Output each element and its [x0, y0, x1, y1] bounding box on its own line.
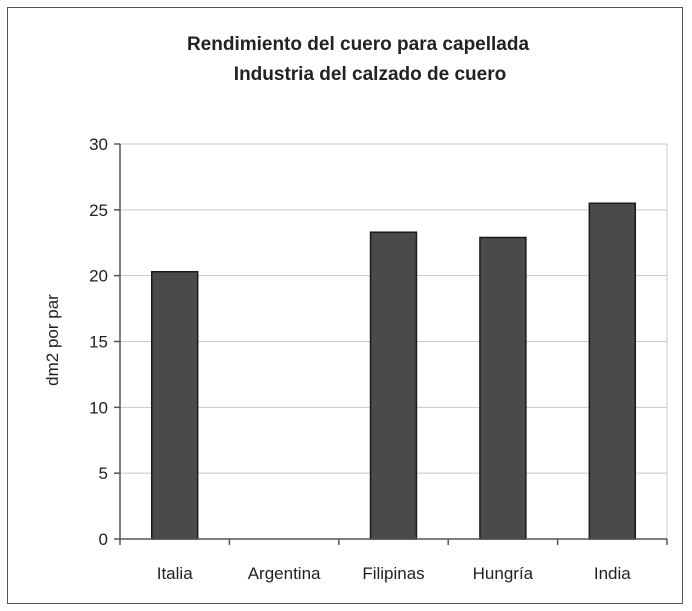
- x-tick-label: Filipinas: [362, 564, 424, 583]
- x-tick-label: Hungría: [473, 564, 534, 583]
- y-tick-label: 10: [89, 398, 108, 417]
- y-tick-label: 0: [99, 530, 108, 549]
- y-tick-label: 20: [89, 267, 108, 286]
- y-tick-label: 25: [89, 201, 108, 220]
- bar-filipinas: [369, 231, 418, 540]
- bar-india: [588, 202, 637, 540]
- axes: [114, 143, 668, 545]
- y-tick-label: 15: [89, 333, 108, 352]
- y-axis-title: dm2 por par: [43, 294, 62, 386]
- chart-title-line-2: Industria del calzado de cuero: [234, 64, 506, 85]
- y-tick-label: 30: [89, 135, 108, 154]
- bar-hungr-a: [479, 236, 527, 540]
- x-tick-labels: Italia Argentina Filipinas Hungría India: [157, 564, 632, 583]
- y-tick-label: 5: [99, 464, 108, 483]
- chart-title-line-1: Rendimiento del cuero para capellada: [187, 34, 530, 55]
- plot-area: [120, 143, 668, 539]
- x-tick-label: India: [594, 564, 631, 583]
- bar-italia: [150, 270, 199, 540]
- y-tick-labels: 0 5 10 15 20 25 30: [89, 135, 108, 549]
- bars: [150, 202, 637, 540]
- x-tick-label: Argentina: [248, 564, 321, 583]
- x-tick-label: Italia: [157, 564, 193, 583]
